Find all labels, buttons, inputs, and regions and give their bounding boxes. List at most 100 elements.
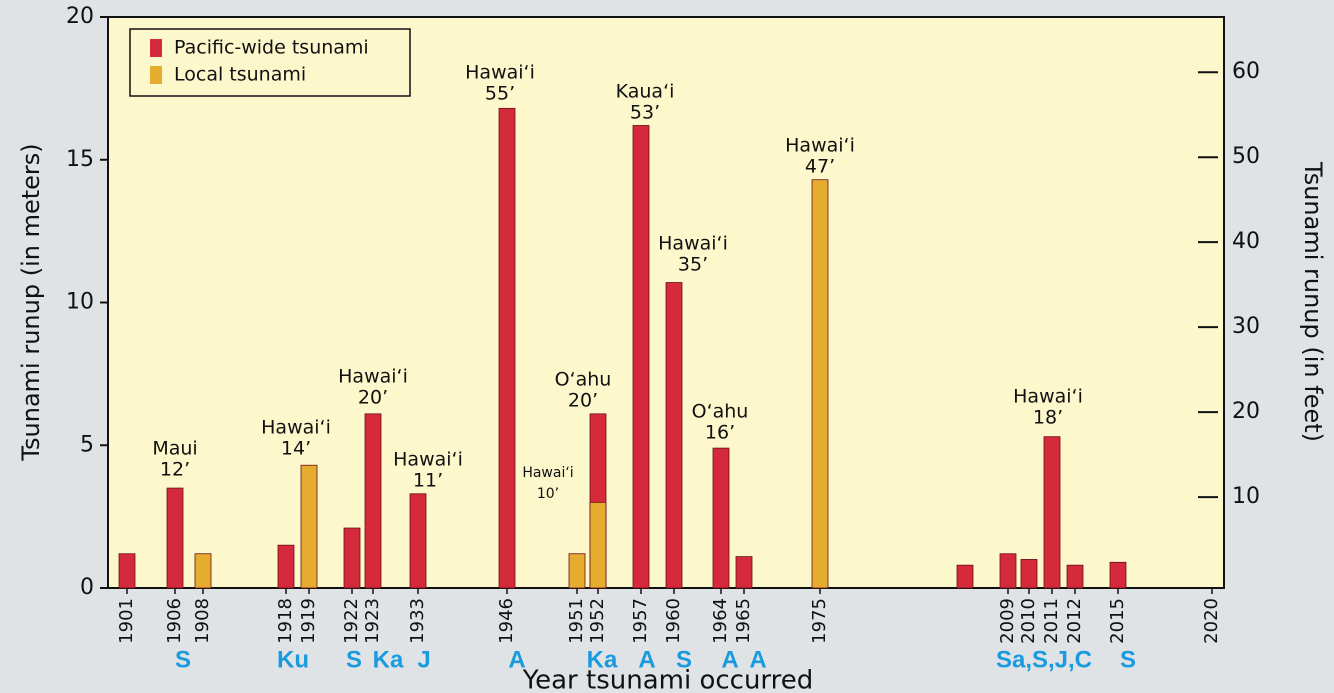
- y2-tick-label: 40: [1232, 229, 1260, 254]
- annotation: O‘ahu: [692, 401, 749, 423]
- x-tick-label: 2015: [1107, 598, 1128, 644]
- x-tick-label: 1919: [298, 598, 319, 644]
- x-tick-label: 1952: [587, 598, 608, 644]
- y2-tick-label: 50: [1232, 144, 1260, 169]
- annotation: Hawai‘i: [393, 449, 463, 471]
- annotation: 53’: [630, 102, 660, 124]
- legend-swatch: [150, 66, 162, 84]
- x-tick-label: 2009: [997, 598, 1018, 644]
- y2-tick-label: 30: [1232, 314, 1260, 339]
- y2-tick-label: 20: [1232, 399, 1260, 424]
- source-label: A: [638, 646, 655, 673]
- annotation: Hawai‘i: [1013, 386, 1083, 408]
- x-tick-label: 1906: [164, 598, 185, 644]
- legend-label: Local tsunami: [174, 64, 306, 86]
- annotation: 14’: [281, 438, 311, 460]
- x-tick-label: 1975: [809, 598, 830, 644]
- legend-box: [129, 28, 411, 97]
- y-tick-label: 0: [80, 575, 94, 600]
- x-tick-label: 2010: [1018, 598, 1039, 644]
- y2-tick-label: 60: [1232, 59, 1260, 84]
- annotation: 35’: [678, 254, 708, 276]
- x-tick-label: 1965: [733, 598, 754, 644]
- y-tick-label: 10: [66, 290, 94, 315]
- bar: [589, 501, 607, 589]
- bar: [364, 413, 382, 589]
- x-tick-label: 1957: [630, 598, 651, 644]
- annotation: Hawai‘i: [785, 135, 855, 157]
- source-label: Ku: [277, 646, 309, 673]
- bar: [498, 107, 516, 589]
- source-label: S: [676, 646, 692, 673]
- source-label: J: [417, 646, 430, 673]
- annotation: 55’: [485, 83, 515, 105]
- y-tick-label: 15: [66, 147, 94, 172]
- source-label: Ka: [373, 646, 404, 673]
- x-tick-label: 1933: [407, 598, 428, 644]
- annotation: 12’: [160, 459, 190, 481]
- x-tick-label: 1922: [341, 598, 362, 644]
- bar: [712, 447, 730, 589]
- annotation: 18’: [1033, 407, 1063, 429]
- x-tick-label: 1918: [275, 598, 296, 644]
- annotation: Hawai‘i: [465, 62, 535, 84]
- source-label: S: [175, 646, 191, 673]
- bar: [956, 564, 974, 589]
- annotation: O‘ahu: [555, 369, 612, 391]
- bar: [811, 179, 829, 589]
- annotation: 11’: [413, 470, 443, 492]
- x-axis-label: Year tsunami occurred: [522, 666, 814, 693]
- bar: [343, 527, 361, 589]
- annotation: Hawai‘i: [338, 366, 408, 388]
- bar: [568, 553, 586, 589]
- annotation: 16’: [705, 422, 735, 444]
- x-tick-label: 1901: [116, 598, 137, 644]
- y2-axis-label: Tsunami runup (in feet): [1299, 161, 1327, 442]
- bar: [277, 544, 295, 589]
- x-tick-label: 2020: [1201, 598, 1222, 644]
- bar: [1020, 559, 1038, 589]
- source-label: S: [1120, 646, 1136, 673]
- annotation: 20’: [358, 387, 388, 409]
- annotation: 10’: [537, 486, 559, 502]
- bar: [1043, 436, 1061, 589]
- bar: [118, 553, 136, 589]
- annotation: Hawai‘i: [658, 233, 728, 255]
- annotation: 20’: [568, 390, 598, 412]
- bar: [665, 282, 683, 589]
- x-tick-label: 1951: [566, 598, 587, 644]
- x-tick-label: 1964: [710, 598, 731, 644]
- bar: [999, 553, 1017, 589]
- source-label: A: [721, 646, 738, 673]
- annotation: Hawai‘i: [522, 465, 573, 481]
- x-tick-label: 1960: [663, 598, 684, 644]
- bar: [166, 487, 184, 589]
- source-label: A: [749, 646, 766, 673]
- x-tick-label: 1908: [192, 598, 213, 644]
- bar: [735, 556, 753, 589]
- y-tick-label: 5: [80, 432, 94, 457]
- annotation: Kaua‘i: [616, 81, 675, 103]
- bar: [194, 553, 212, 589]
- annotation: Maui: [152, 438, 197, 460]
- y-tick-label: 20: [66, 4, 94, 29]
- x-tick-label: 2012: [1064, 598, 1085, 644]
- annotation: Hawai‘i: [261, 417, 331, 439]
- source-label: S: [346, 646, 362, 673]
- bar: [632, 125, 650, 589]
- legend-label: Pacific-wide tsunami: [174, 37, 369, 59]
- x-tick-label: 1946: [496, 598, 517, 644]
- source-label: Ka: [587, 646, 618, 673]
- source-label: A: [508, 646, 525, 673]
- y2-tick-label: 10: [1232, 484, 1260, 509]
- y-axis-label: Tsunami runup (in meters): [17, 143, 45, 461]
- x-tick-label: 2011: [1041, 598, 1062, 644]
- bar: [300, 464, 318, 589]
- bar: [1066, 564, 1084, 589]
- source-label: Sa,S,J,C: [996, 646, 1092, 673]
- bar: [1109, 561, 1127, 589]
- x-tick-label: 1923: [362, 598, 383, 644]
- bar: [409, 493, 427, 589]
- annotation: 47’: [805, 156, 835, 178]
